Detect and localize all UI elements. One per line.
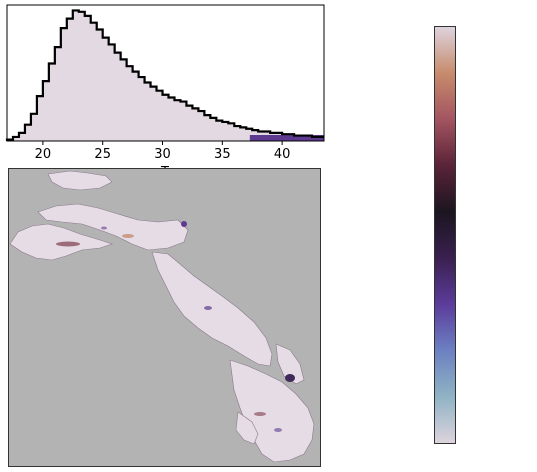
x-tick-label: 35	[214, 147, 231, 162]
accent-patch	[285, 374, 295, 382]
histogram-highlight-band	[249, 135, 324, 141]
x-tick-label: 30	[154, 147, 171, 162]
colorbar-gradient	[435, 27, 455, 443]
histogram-outline	[5, 9, 324, 141]
accent-patch	[274, 428, 282, 432]
histogram-area	[7, 10, 324, 141]
map-frame	[8, 168, 321, 467]
accent-patch	[204, 306, 212, 310]
map-region-central-valley	[151, 251, 273, 367]
x-tick-label: 40	[274, 147, 291, 162]
accent-patch	[254, 412, 266, 416]
colorbar	[434, 26, 456, 444]
x-tick-label: 25	[94, 147, 111, 162]
colorbar-frame	[434, 26, 456, 444]
map-region-east-fringe	[275, 343, 305, 385]
histogram-frame	[6, 4, 325, 142]
x-tick-label: 20	[35, 147, 52, 162]
map-region-south-spur	[235, 411, 259, 445]
map-region-north-islet	[47, 170, 113, 191]
map-region-north-ridge	[37, 203, 189, 251]
accent-patch	[101, 226, 107, 230]
x-axis-label: T	[160, 165, 169, 170]
accent-patch	[56, 241, 80, 247]
histogram-chart: 20 25 30 35 40 T	[5, 4, 325, 170]
spatial-heatmap	[8, 168, 321, 467]
map-accent-speckles	[56, 221, 295, 432]
accent-patch	[181, 221, 187, 227]
accent-patch	[122, 234, 134, 238]
